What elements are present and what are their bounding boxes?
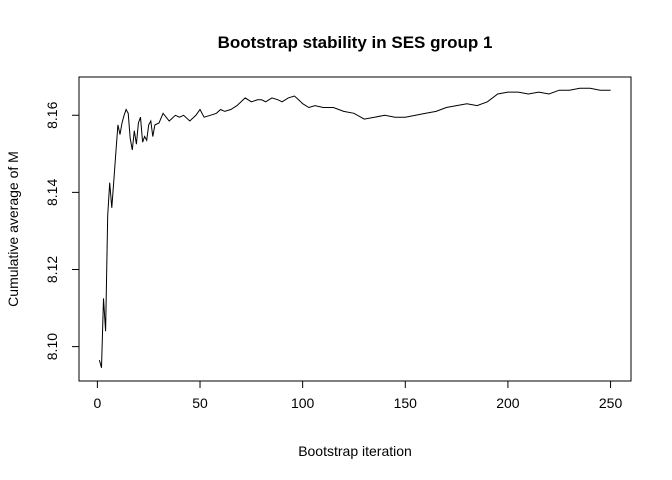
x-tick-label: 150 <box>394 395 418 411</box>
x-tick-label: 100 <box>291 395 315 411</box>
x-axis-label: Bootstrap iteration <box>298 443 412 459</box>
y-axis-label: Cumulative average of M <box>5 151 21 307</box>
y-tick-label: 8.14 <box>44 179 60 206</box>
y-tick-label: 8.12 <box>44 256 60 283</box>
x-tick-label: 50 <box>192 395 208 411</box>
y-tick-label: 8.16 <box>44 101 60 128</box>
y-axis: 8.10 8.12 8.14 8.16 <box>44 101 80 360</box>
y-tick-label: 8.10 <box>44 333 60 360</box>
series-group <box>98 87 611 368</box>
x-axis: 0 50 100 150 200 250 <box>93 380 623 411</box>
x-tick-label: 200 <box>496 395 520 411</box>
chart-title: Bootstrap stability in SES group 1 <box>218 33 493 52</box>
x-tick-label: 250 <box>599 395 623 411</box>
x-tick-label: 0 <box>93 395 101 411</box>
plot-frame <box>78 76 632 382</box>
series-line <box>98 87 611 368</box>
